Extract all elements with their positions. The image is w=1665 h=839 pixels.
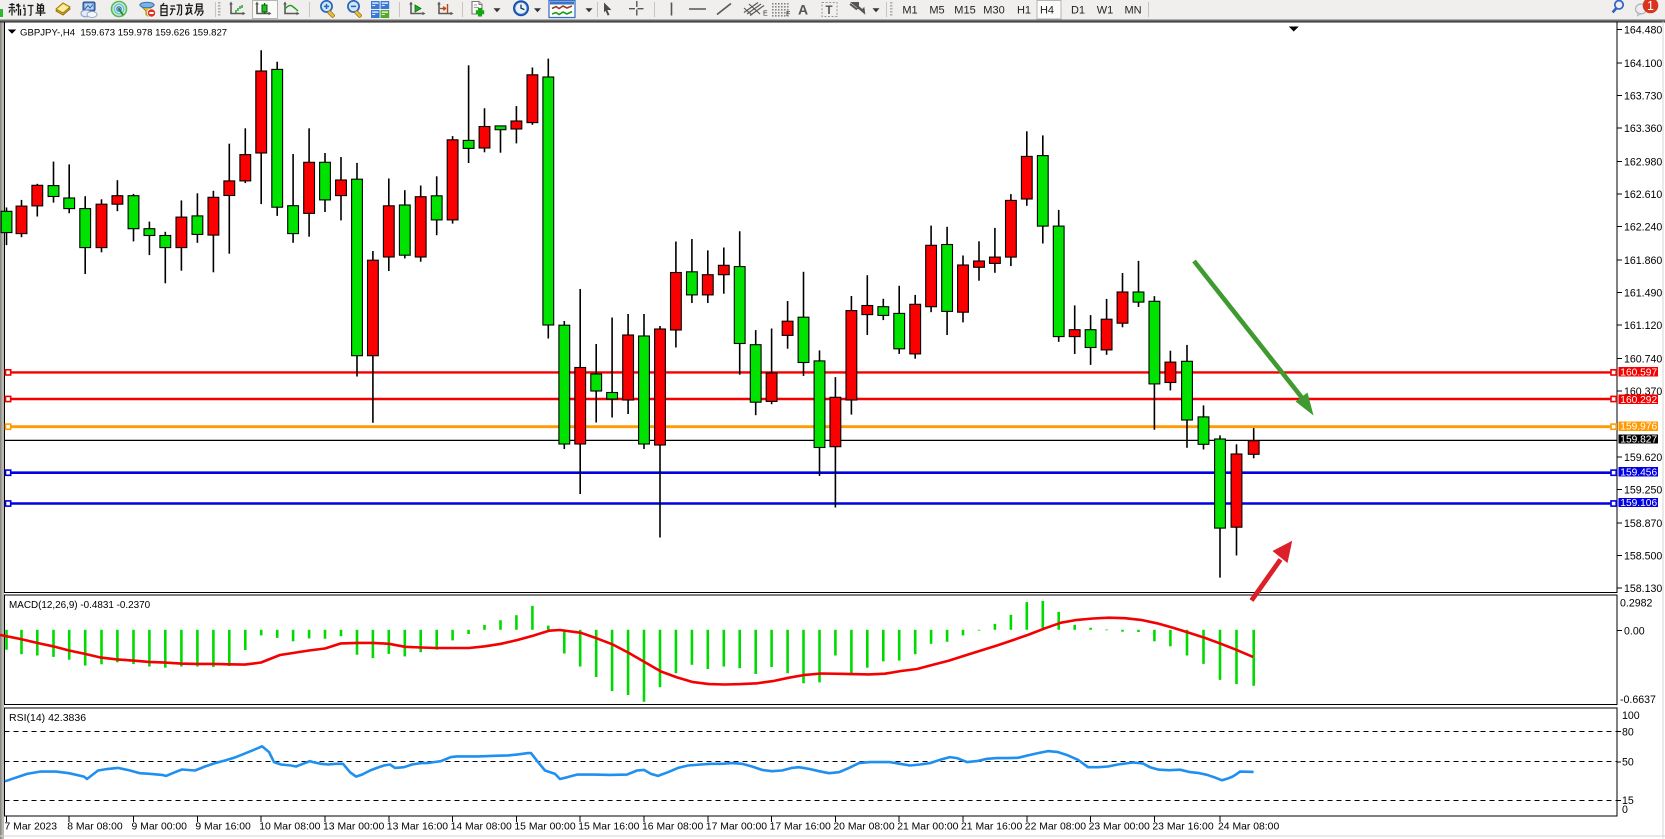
- svg-text:D1: D1: [1071, 5, 1085, 17]
- svg-text:21 Mar 00:00: 21 Mar 00:00: [897, 822, 958, 833]
- svg-text:10 Mar 08:00: 10 Mar 08:00: [259, 822, 320, 833]
- svg-text:0.00: 0.00: [1624, 626, 1645, 638]
- svg-text:164.100: 164.100: [1624, 58, 1662, 70]
- svg-text:17 Mar 16:00: 17 Mar 16:00: [770, 822, 831, 833]
- svg-text:9 Mar 00:00: 9 Mar 00:00: [132, 822, 188, 833]
- svg-text:0: 0: [1622, 804, 1628, 816]
- svg-text:162.240: 162.240: [1624, 221, 1662, 233]
- svg-text:1: 1: [1647, 0, 1654, 13]
- svg-text:14 Mar 08:00: 14 Mar 08:00: [451, 822, 512, 833]
- svg-text:24 Mar 08:00: 24 Mar 08:00: [1218, 822, 1279, 833]
- svg-text:15: 15: [1622, 795, 1634, 807]
- svg-text:F: F: [786, 11, 790, 18]
- svg-text:159.250: 159.250: [1624, 484, 1662, 496]
- svg-text:9 Mar 16:00: 9 Mar 16:00: [195, 822, 251, 833]
- svg-text:159.106: 159.106: [1620, 498, 1657, 509]
- svg-text:RSI(14) 42.3836: RSI(14) 42.3836: [9, 712, 86, 724]
- svg-text:160.740: 160.740: [1624, 353, 1662, 365]
- svg-text:20 Mar 08:00: 20 Mar 08:00: [833, 822, 894, 833]
- svg-text:21 Mar 16:00: 21 Mar 16:00: [961, 822, 1022, 833]
- svg-text:158.500: 158.500: [1624, 550, 1662, 562]
- svg-text:162.980: 162.980: [1624, 156, 1662, 168]
- svg-text:-0.6637: -0.6637: [1620, 694, 1656, 706]
- svg-text:W1: W1: [1097, 5, 1114, 17]
- svg-text:7 Mar 2023: 7 Mar 2023: [5, 822, 58, 833]
- svg-text:H1: H1: [1017, 5, 1031, 17]
- svg-text:100: 100: [1622, 710, 1640, 722]
- svg-text:16 Mar 08:00: 16 Mar 08:00: [642, 822, 703, 833]
- svg-text:15 Mar 16:00: 15 Mar 16:00: [578, 822, 639, 833]
- svg-text:23 Mar 00:00: 23 Mar 00:00: [1089, 822, 1150, 833]
- svg-text:M30: M30: [983, 5, 1004, 17]
- svg-text:160.597: 160.597: [1620, 367, 1657, 378]
- svg-text:160.292: 160.292: [1620, 395, 1657, 406]
- svg-text:158.130: 158.130: [1624, 583, 1662, 595]
- svg-text:T: T: [826, 5, 833, 17]
- svg-text:162.610: 162.610: [1624, 189, 1662, 201]
- svg-text:50: 50: [1622, 757, 1634, 769]
- svg-text:A: A: [798, 2, 808, 18]
- svg-text:0.2982: 0.2982: [1620, 598, 1653, 610]
- svg-text:159.827: 159.827: [1620, 435, 1657, 446]
- svg-text:161.490: 161.490: [1624, 287, 1662, 299]
- svg-text:GBPJPY-,H4 159.673 159.978 15: GBPJPY-,H4 159.673 159.978 159.626 159.8…: [20, 28, 227, 39]
- svg-text:80: 80: [1622, 726, 1634, 738]
- svg-text:159.456: 159.456: [1620, 468, 1657, 479]
- svg-text:17 Mar 00:00: 17 Mar 00:00: [706, 822, 767, 833]
- svg-text:13 Mar 00:00: 13 Mar 00:00: [323, 822, 384, 833]
- svg-text:M15: M15: [954, 5, 975, 17]
- svg-text:M5: M5: [929, 5, 944, 17]
- svg-text:MN: MN: [1124, 5, 1141, 17]
- svg-text:H4: H4: [1040, 5, 1054, 17]
- svg-text:161.860: 161.860: [1624, 255, 1662, 267]
- svg-text:22 Mar 08:00: 22 Mar 08:00: [1025, 822, 1086, 833]
- svg-text:161.120: 161.120: [1624, 320, 1662, 332]
- svg-text:15 Mar 00:00: 15 Mar 00:00: [514, 822, 575, 833]
- svg-text:13 Mar 16:00: 13 Mar 16:00: [387, 822, 448, 833]
- svg-text:M1: M1: [902, 5, 917, 17]
- svg-text:159.976: 159.976: [1620, 422, 1657, 433]
- svg-text:8 Mar 08:00: 8 Mar 08:00: [67, 822, 123, 833]
- svg-text:163.360: 163.360: [1624, 123, 1662, 135]
- svg-text:MACD(12,26,9) -0.4831 -0.2370: MACD(12,26,9) -0.4831 -0.2370: [9, 600, 151, 611]
- svg-text:163.730: 163.730: [1624, 90, 1662, 102]
- svg-text:23 Mar 16:00: 23 Mar 16:00: [1152, 822, 1213, 833]
- svg-text:159.620: 159.620: [1624, 452, 1662, 464]
- svg-text:158.870: 158.870: [1624, 518, 1662, 530]
- svg-text:164.480: 164.480: [1624, 25, 1662, 37]
- svg-text:E: E: [763, 11, 768, 18]
